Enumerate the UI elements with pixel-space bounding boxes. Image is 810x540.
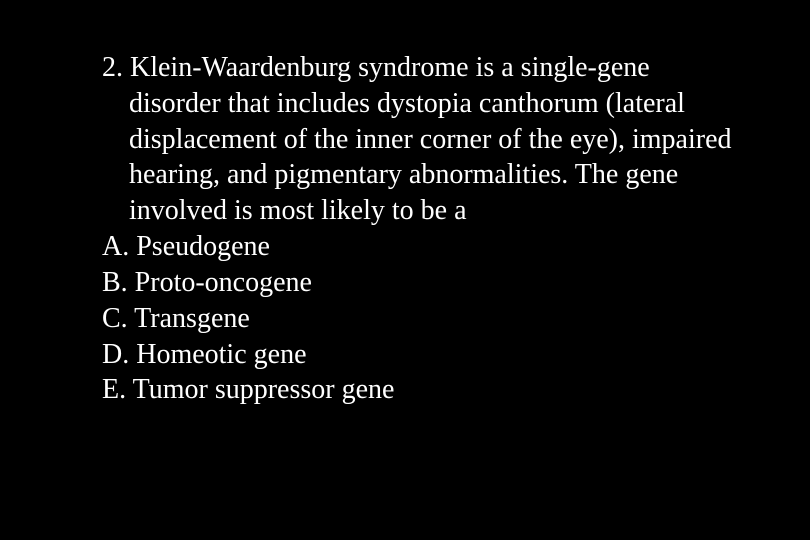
question-text: 2. Klein-Waardenburg syndrome is a singl…: [75, 50, 735, 229]
option-c: C. Transgene: [75, 301, 735, 337]
slide-content: 2. Klein-Waardenburg syndrome is a singl…: [75, 50, 735, 408]
option-a: A. Pseudogene: [75, 229, 735, 265]
slide: 2. Klein-Waardenburg syndrome is a singl…: [0, 0, 810, 540]
option-e: E. Tumor suppressor gene: [75, 372, 735, 408]
option-b: B. Proto-oncogene: [75, 265, 735, 301]
option-d: D. Homeotic gene: [75, 337, 735, 373]
